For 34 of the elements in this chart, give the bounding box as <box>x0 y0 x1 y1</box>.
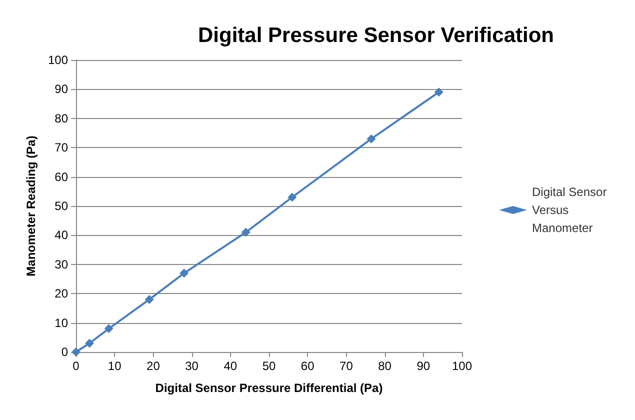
point <box>288 192 297 202</box>
y-tick-label: 0 <box>61 345 68 359</box>
y-axis-title: Manometer Reading (Pa) <box>24 136 38 276</box>
point <box>434 88 444 97</box>
x-tick-label: 80 <box>378 359 392 373</box>
legend-label: Digital Sensor Versus Manometer <box>532 185 610 235</box>
point <box>180 268 189 278</box>
x-tick-label: 10 <box>108 359 122 373</box>
y-tick-label: 10 <box>54 316 68 330</box>
y-tick-label: 100 <box>48 53 68 67</box>
y-tick-label: 20 <box>54 286 68 301</box>
chart-title: Digital Pressure Sensor Verification <box>198 24 554 47</box>
y-tick-label: 70 <box>54 140 68 155</box>
x-tick-label: 50 <box>262 359 276 373</box>
point <box>85 338 94 348</box>
y-tick-label: 30 <box>54 257 68 272</box>
point <box>366 134 376 144</box>
y-tick-label: 40 <box>54 228 68 242</box>
y-tick-label: 50 <box>54 199 68 213</box>
y-tick-label: 80 <box>54 111 68 126</box>
x-tick-label: 90 <box>416 359 430 373</box>
x-axis-title: Digital Sensor Pressure Differential (Pa) <box>155 381 383 395</box>
point <box>144 294 154 304</box>
point <box>241 228 250 237</box>
y-tick-label: 90 <box>54 82 68 96</box>
x-tick-label: 40 <box>224 359 238 373</box>
x-tick-label: 70 <box>340 359 354 373</box>
x-tick-label: 60 <box>300 359 315 373</box>
x-tick-label: 30 <box>185 359 199 373</box>
point <box>104 324 114 334</box>
x-tick-label: 20 <box>146 359 160 373</box>
x-tick-label: 0 <box>72 359 80 373</box>
x-tick-label: 100 <box>452 359 472 373</box>
y-tick-label: 60 <box>54 170 68 184</box>
